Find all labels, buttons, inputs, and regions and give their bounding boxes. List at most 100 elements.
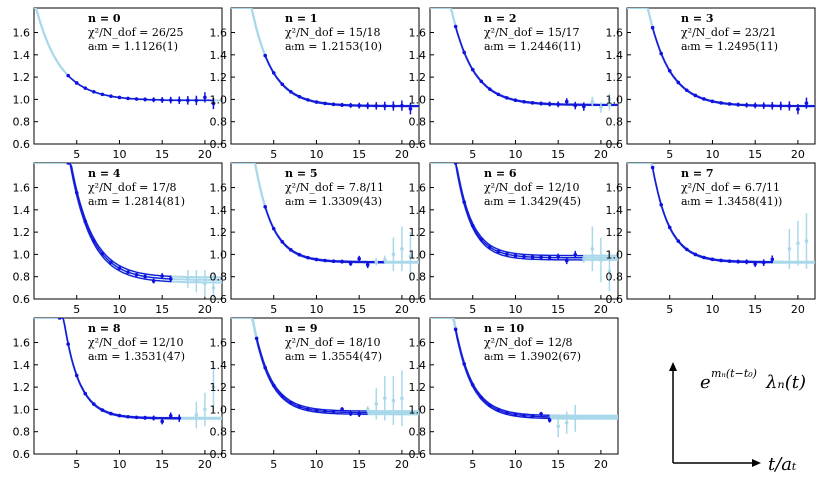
data-point bbox=[547, 418, 552, 422]
panel-plot-area bbox=[231, 163, 419, 282]
y-tick-label: 1.6 bbox=[13, 27, 31, 40]
y-tick-label: 1.4 bbox=[13, 359, 31, 372]
panel-chi2-label: χ²/N_dof = 18/10 bbox=[285, 336, 381, 349]
data-point bbox=[374, 104, 379, 108]
panel-mass-label: aₜm = 1.3902(67) bbox=[484, 350, 581, 363]
y-tick-label: 0.8 bbox=[13, 116, 31, 129]
fit-curve bbox=[454, 163, 584, 261]
data-point bbox=[564, 99, 569, 104]
y-tick-label: 1.4 bbox=[409, 204, 427, 217]
data-point bbox=[263, 365, 267, 370]
data-point bbox=[92, 239, 96, 243]
data-point bbox=[505, 96, 509, 100]
data-point bbox=[599, 105, 603, 110]
data-point bbox=[323, 409, 327, 414]
y-tick-label: 1.0 bbox=[409, 403, 427, 416]
panel-chi2-label: χ²/N_dof = 12/10 bbox=[88, 336, 184, 349]
x-tick-label: 5 bbox=[270, 303, 277, 316]
data-point bbox=[306, 407, 310, 411]
x-tick-label: 15 bbox=[551, 303, 565, 316]
y-tick-label: 1.2 bbox=[606, 71, 624, 84]
excluded-point bbox=[590, 247, 595, 251]
data-point bbox=[314, 408, 319, 413]
data-point bbox=[306, 98, 310, 102]
data-point bbox=[564, 258, 569, 263]
excluded-point bbox=[383, 396, 387, 401]
y-tick-label: 0.6 bbox=[409, 138, 427, 151]
data-point bbox=[66, 163, 70, 165]
data-point bbox=[143, 416, 147, 420]
y-tick-label: 1.2 bbox=[409, 71, 427, 84]
y-tick-label: 1.0 bbox=[13, 403, 31, 416]
panel-frame bbox=[626, 7, 816, 145]
data-point bbox=[203, 95, 207, 100]
x-tick-label: 10 bbox=[309, 303, 323, 316]
y-tick-label: 0.8 bbox=[210, 116, 228, 129]
y-tick-label: 0.8 bbox=[409, 116, 427, 129]
data-point bbox=[539, 255, 543, 260]
data-point bbox=[83, 391, 88, 396]
data-point bbox=[160, 98, 164, 102]
y-tick-label: 0.6 bbox=[409, 448, 427, 461]
data-point bbox=[92, 90, 96, 94]
data-point bbox=[331, 102, 336, 107]
data-point bbox=[761, 260, 766, 265]
x-tick-label: 20 bbox=[594, 303, 608, 316]
y-tick-label: 0.6 bbox=[13, 448, 31, 461]
data-point bbox=[348, 261, 353, 266]
data-point bbox=[100, 92, 105, 97]
data-point bbox=[117, 413, 122, 418]
panel-level-label: n = 6 bbox=[484, 167, 517, 180]
excluded-point bbox=[194, 279, 199, 283]
y-tick-label: 0.8 bbox=[606, 116, 624, 129]
x-tick-label: 10 bbox=[508, 458, 522, 471]
panel-mass-label: aₜm = 1.3531(47) bbox=[88, 350, 185, 363]
excluded-point bbox=[400, 247, 404, 251]
data-point bbox=[74, 190, 79, 195]
legend-axes: e mₙ(t−t₀) λₙ(t) t/aₜ bbox=[669, 362, 806, 475]
data-point bbox=[488, 87, 492, 91]
excluded-point bbox=[374, 402, 379, 406]
panel-level-label: n = 10 bbox=[484, 322, 525, 335]
panel-10: 0.6 0.8 1.0 1.2 1.4 1.6 5 10 15 20 n = 10χ²/N_dof … bbox=[409, 317, 619, 471]
data-point bbox=[117, 266, 122, 271]
data-point bbox=[323, 258, 327, 263]
excluded-point bbox=[804, 239, 809, 243]
y-tick-label: 1.2 bbox=[13, 381, 31, 394]
data-point bbox=[168, 277, 173, 281]
excluded-point bbox=[796, 241, 800, 246]
x-tick-label: 15 bbox=[748, 303, 762, 316]
y-tick-label: 1.6 bbox=[409, 27, 427, 40]
data-point bbox=[314, 100, 319, 104]
x-tick-label: 10 bbox=[508, 303, 522, 316]
panel-mass-label: aₜm = 1.2153(10) bbox=[285, 40, 382, 53]
panel-chi2-label: χ²/N_dof = 12/10 bbox=[484, 181, 580, 194]
data-point bbox=[109, 260, 113, 265]
y-tick-label: 1.4 bbox=[409, 359, 427, 372]
data-point bbox=[400, 103, 404, 108]
panel-mass-label: aₜm = 1.3554(47) bbox=[285, 350, 382, 363]
data-point bbox=[693, 252, 698, 257]
data-point bbox=[470, 383, 475, 387]
excluded-point bbox=[194, 413, 199, 417]
data-point bbox=[530, 101, 535, 105]
data-point bbox=[530, 414, 535, 419]
data-point bbox=[659, 202, 663, 207]
data-point bbox=[280, 82, 285, 87]
excluded-point bbox=[408, 254, 413, 259]
y-tick-label: 0.6 bbox=[210, 293, 228, 306]
panel-level-label: n = 4 bbox=[88, 167, 121, 180]
data-point bbox=[331, 259, 336, 263]
panel-level-label: n = 9 bbox=[285, 322, 318, 335]
data-point bbox=[685, 88, 689, 93]
data-point bbox=[271, 383, 276, 388]
data-point bbox=[383, 104, 387, 108]
data-point bbox=[470, 67, 475, 72]
panel-level-label: n = 1 bbox=[285, 12, 318, 25]
data-point bbox=[582, 256, 586, 261]
panel-1: 0.6 0.8 1.0 1.2 1.4 1.6 5 10 15 20 n = 1χ²/N_dof =… bbox=[210, 7, 420, 161]
data-point bbox=[513, 253, 518, 258]
data-point bbox=[134, 272, 139, 277]
excluded-point bbox=[203, 407, 207, 412]
data-point bbox=[348, 411, 353, 416]
